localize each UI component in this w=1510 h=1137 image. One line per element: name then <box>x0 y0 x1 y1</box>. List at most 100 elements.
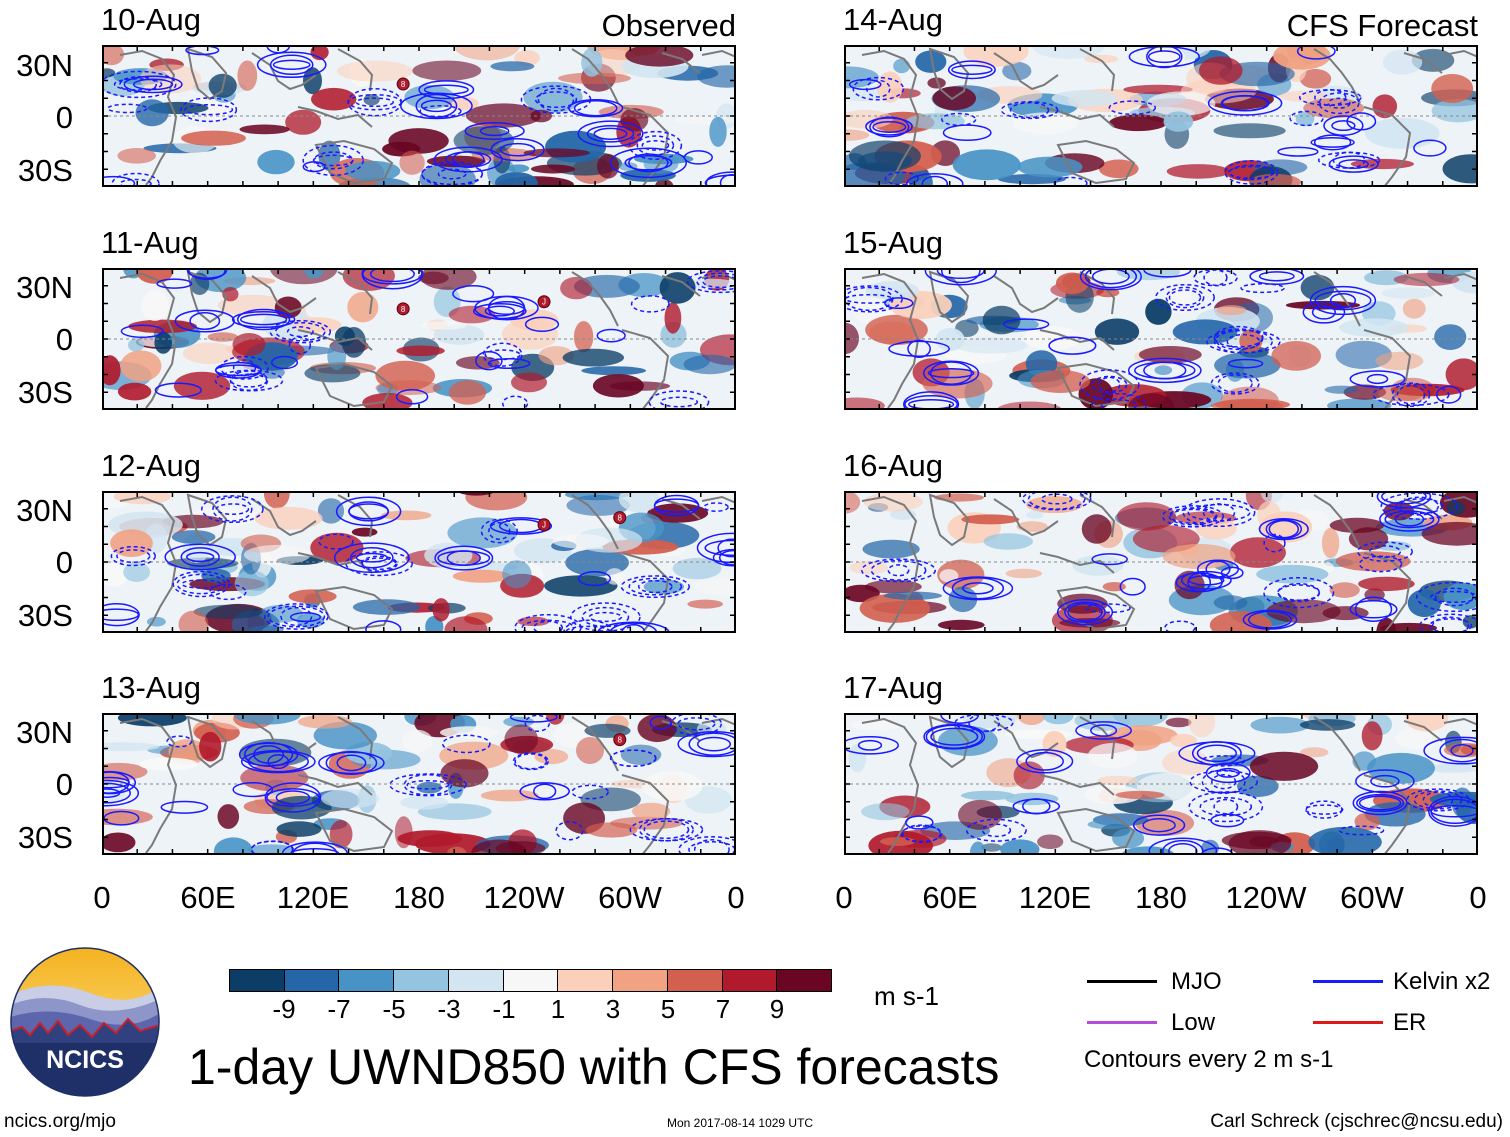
kelvin-contour <box>649 715 672 730</box>
anomaly-blob <box>347 292 379 323</box>
kelvin-contour <box>593 127 628 140</box>
anomaly-blob <box>1138 346 1202 364</box>
kelvin-contour <box>355 97 394 108</box>
kelvin-contour <box>484 305 515 317</box>
kelvin-contour <box>870 559 927 581</box>
anomaly-blob <box>117 382 152 401</box>
kelvin-contour <box>1084 268 1138 289</box>
ncics-logo: NCICS <box>10 947 160 1097</box>
coastline <box>1443 717 1478 726</box>
kelvin-contour <box>1242 609 1298 630</box>
map-panel-10-aug: 8 <box>102 45 736 187</box>
kelvin-contour <box>1053 176 1088 187</box>
kelvin-contour <box>361 557 397 571</box>
kelvin-contour <box>267 605 326 628</box>
footer-url[interactable]: ncics.org/mjo <box>4 1111 116 1132</box>
anomaly-blob <box>263 491 290 509</box>
kelvin-contour <box>568 99 624 118</box>
anomaly-blob <box>120 350 162 382</box>
storm-marker: 8 <box>613 733 627 747</box>
kelvin-contour <box>628 577 683 596</box>
coastline <box>1443 49 1478 58</box>
anomaly-blob <box>859 593 931 623</box>
coastline <box>186 47 228 101</box>
kelvin-contour <box>437 550 491 566</box>
kelvin-contour <box>1161 505 1225 528</box>
anomaly-blob <box>865 314 928 345</box>
colorbar-tick: 9 <box>769 994 785 1024</box>
anomaly-blob <box>1042 713 1074 725</box>
anomaly-blob <box>1354 812 1380 831</box>
coastline <box>297 106 373 128</box>
kelvin-contour <box>1277 584 1320 601</box>
kelvin-contour <box>1199 796 1253 817</box>
kelvin-contour <box>519 782 570 801</box>
kelvin-contour <box>1220 94 1270 112</box>
kelvin-contour <box>888 340 950 357</box>
anomaly-blob <box>321 788 380 809</box>
kelvin-contour <box>1142 818 1176 833</box>
anomaly-blob <box>576 737 604 764</box>
kelvin-contour <box>102 779 140 807</box>
anomaly-blob <box>530 164 576 174</box>
legend-line-mjo <box>1087 980 1157 983</box>
kelvin-contour <box>907 339 931 358</box>
colorbar-segment <box>448 970 504 991</box>
kelvin-contour <box>929 361 973 385</box>
lat-label-30s: 30S <box>17 153 73 188</box>
anomaly-blob <box>288 589 337 604</box>
kelvin-contour <box>1148 837 1218 855</box>
anomaly-blob <box>937 619 985 631</box>
logo-text: NCICS <box>46 1046 124 1074</box>
kelvin-contour <box>318 751 385 775</box>
kelvin-contour <box>1423 736 1478 765</box>
kelvin-contour <box>1224 160 1279 185</box>
kelvin-contour <box>275 321 326 342</box>
kelvin-contour <box>947 60 996 80</box>
kelvin-contour <box>1016 749 1074 774</box>
lon-label-120e: 120E <box>1018 880 1092 915</box>
kelvin-contour <box>533 783 557 800</box>
kelvin-contour <box>705 171 736 187</box>
anomaly-blob <box>927 77 946 89</box>
kelvin-contour <box>110 545 156 567</box>
coastline <box>993 498 1059 537</box>
anomaly-blob <box>381 510 432 521</box>
panel-date-15-aug: 15-Aug <box>843 225 943 260</box>
anomaly-blob <box>545 130 607 163</box>
anomaly-blob <box>117 713 187 727</box>
kelvin-contour <box>905 815 934 830</box>
anomaly-blob <box>447 846 467 855</box>
kelvin-contour <box>406 779 450 790</box>
anomaly-blob <box>135 99 169 127</box>
anomaly-blob <box>490 61 535 72</box>
anomaly-blob <box>643 579 685 595</box>
colorbar-segment <box>558 970 614 991</box>
colorbar-tick: -3 <box>437 994 461 1024</box>
kelvin-contour <box>1098 376 1121 393</box>
kelvin-contour <box>336 754 367 772</box>
anomaly-blob <box>412 60 482 81</box>
kelvin-contour <box>289 612 322 623</box>
kelvin-contour <box>180 547 220 567</box>
coastline <box>1039 774 1115 796</box>
kelvin-contour <box>1349 370 1406 388</box>
anomaly-blob <box>1431 99 1478 123</box>
kelvin-contour <box>502 395 529 410</box>
anomaly-blob <box>388 128 449 154</box>
kelvin-contour <box>648 390 710 410</box>
kelvin-contour <box>1328 155 1379 173</box>
lon-label-60w: 60W <box>598 880 662 915</box>
anomaly-blob <box>313 721 377 750</box>
kelvin-contour <box>154 382 202 398</box>
colorbar-segment <box>230 970 285 991</box>
kelvin-contour <box>180 97 238 123</box>
kelvin-contour <box>923 360 980 386</box>
anomaly-blob <box>1030 370 1091 393</box>
anomaly-blob <box>618 491 660 513</box>
kelvin-contour <box>586 124 635 143</box>
kelvin-contour <box>921 175 949 187</box>
kelvin-contour <box>1258 271 1295 282</box>
anomaly-blob <box>1271 341 1321 371</box>
